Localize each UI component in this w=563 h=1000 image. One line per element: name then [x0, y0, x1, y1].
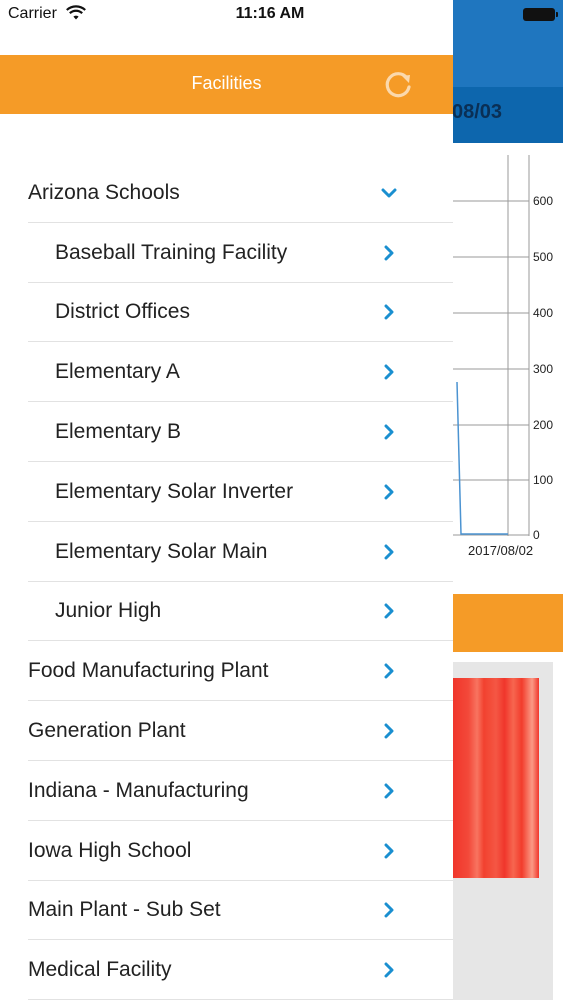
facility-label: Indiana - Manufacturing [28, 778, 249, 802]
row-divider [28, 341, 453, 343]
chart-y-tick: 500 [533, 250, 553, 264]
chart-x-tick: 2017/08/02 [468, 543, 533, 558]
refresh-icon[interactable] [380, 67, 416, 103]
row-divider [28, 759, 453, 761]
facility-row[interactable]: Arizona Schools [0, 163, 453, 223]
row-divider [28, 939, 453, 941]
row-divider [28, 520, 453, 522]
facility-label: Medical Facility [28, 958, 172, 982]
row-divider [28, 221, 453, 223]
facility-label: Junior High [55, 599, 162, 623]
chevron-down-icon[interactable] [381, 185, 397, 201]
row-divider [28, 281, 453, 283]
facility-row[interactable]: Baseball Training Facility [0, 223, 453, 283]
facilities-drawer: Facilities Arizona Schools Baseball Train… [0, 55, 453, 1000]
background-date-label: 08/03 [452, 101, 503, 123]
chevron-right-icon[interactable] [381, 364, 397, 380]
chart-y-tick: 200 [533, 418, 553, 432]
status-time: 11:16 AM [235, 5, 305, 22]
row-divider [28, 640, 453, 642]
facility-label: Arizona Schools [28, 180, 180, 204]
chevron-right-icon[interactable] [381, 544, 397, 560]
chevron-right-icon[interactable] [381, 663, 397, 679]
chevron-right-icon[interactable] [381, 902, 397, 918]
background-orange-bar [453, 594, 563, 652]
chart-series-line [456, 381, 508, 535]
facility-row[interactable]: Elementary A [0, 342, 453, 403]
facility-row[interactable]: Iowa High School [0, 821, 453, 881]
background-heatmap [453, 678, 539, 878]
facility-row[interactable]: Indiana - Manufacturing [0, 761, 453, 821]
facility-row[interactable]: Main Plant - Sub Set [0, 881, 453, 941]
facility-label: Elementary A [55, 360, 180, 384]
drawer-title: Facilities [191, 73, 262, 93]
facility-label: Main Plant - Sub Set [28, 898, 221, 922]
facility-row[interactable]: Generation Plant [0, 701, 453, 761]
facility-label: Elementary Solar Inverter [55, 479, 294, 503]
chart-gridlines [453, 155, 530, 536]
row-divider [28, 700, 453, 702]
facility-row[interactable]: Junior High [0, 582, 453, 642]
chevron-right-icon[interactable] [381, 484, 397, 500]
background-heatmap-panel [453, 662, 553, 1000]
status-bar: Carrier 11:16 AM [0, 0, 563, 30]
facility-label: Baseball Training Facility [55, 240, 288, 264]
drawer-header: Facilities [0, 55, 453, 114]
facility-row[interactable]: Elementary Solar Inverter [0, 462, 453, 522]
facility-row[interactable]: Elementary B [0, 402, 453, 462]
facility-label: Generation Plant [28, 719, 186, 743]
facility-label: Food Manufacturing Plant [28, 659, 269, 683]
row-divider [28, 580, 453, 582]
chevron-right-icon[interactable] [381, 603, 397, 619]
facility-label: Elementary B [55, 420, 182, 444]
row-divider [28, 460, 453, 462]
chevron-right-icon[interactable] [381, 962, 397, 978]
chart-y-tick: 600 [533, 194, 553, 208]
facility-list: Arizona Schools Baseball Training Facilit… [0, 163, 453, 1000]
row-divider [28, 401, 453, 403]
chevron-right-icon[interactable] [381, 424, 397, 440]
carrier-label: Carrier [8, 5, 57, 22]
wifi-icon [66, 5, 86, 20]
chart-y-tick: 0 [533, 528, 540, 542]
chevron-right-icon[interactable] [381, 245, 397, 261]
facility-row[interactable]: Medical Facility [0, 940, 453, 1000]
chevron-right-icon[interactable] [381, 304, 397, 320]
facility-label: Iowa High School [28, 838, 192, 862]
row-divider [28, 879, 453, 881]
facility-row[interactable]: Elementary Solar Main [0, 522, 453, 582]
facility-label: Elementary Solar Main [55, 539, 268, 563]
facility-row[interactable]: District Offices [0, 283, 453, 343]
facility-label: District Offices [55, 300, 190, 324]
battery-icon [523, 8, 558, 21]
chevron-right-icon[interactable] [381, 783, 397, 799]
chart-y-tick: 100 [533, 473, 553, 487]
chevron-right-icon[interactable] [381, 723, 397, 739]
facility-row[interactable]: Food Manufacturing Plant [0, 641, 453, 702]
chart-y-tick: 300 [533, 362, 553, 376]
background-line-chart: 600 500 400 300 200 100 0 2017/08/02 [453, 155, 553, 558]
chart-y-tick: 400 [533, 306, 553, 320]
chevron-right-icon[interactable] [381, 843, 397, 859]
row-divider [28, 819, 453, 821]
